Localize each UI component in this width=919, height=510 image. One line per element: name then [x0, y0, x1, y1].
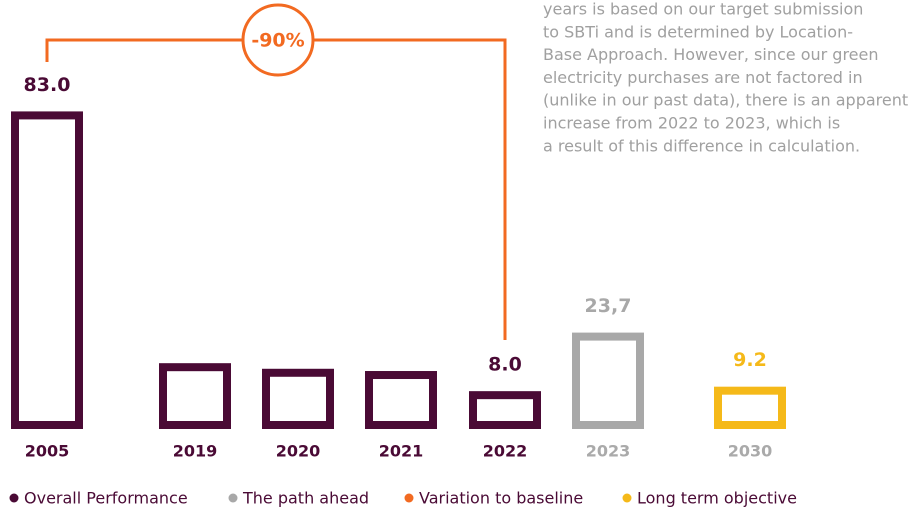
note-line: years is based on our target submission	[543, 0, 863, 19]
value-label: 83.0	[24, 74, 71, 96]
bar	[714, 386, 786, 429]
note-line: a result of this difference in calculati…	[543, 136, 860, 155]
note-line: to SBTi and is determined by Location-	[543, 22, 853, 41]
legend-label: Variation to baseline	[419, 489, 583, 508]
bar	[11, 111, 83, 429]
note-line: electricity purchases are not factored i…	[543, 68, 863, 87]
legend-label: Overall Performance	[24, 489, 188, 508]
bar	[469, 391, 541, 430]
value-label: 8.0	[488, 354, 522, 376]
legend-dot	[9, 493, 19, 503]
note-line: (unlike in our past data), there is an a…	[543, 91, 908, 110]
bar	[262, 368, 334, 429]
variation-circle	[241, 3, 315, 77]
note-line: increase from 2022 to 2023, which is	[543, 114, 840, 133]
x-tick-label: 2020	[276, 442, 321, 461]
legend-label: The path ahead	[242, 489, 369, 508]
legend-dot	[228, 493, 238, 503]
bar	[365, 371, 437, 430]
bar	[572, 332, 644, 429]
bar	[159, 363, 231, 429]
x-tick-label: 2023	[586, 442, 631, 461]
x-tick-label: 2005	[25, 442, 70, 461]
value-label: 23,7	[585, 295, 632, 317]
x-tick-label: 2022	[483, 442, 528, 461]
x-tick-label: 2021	[379, 442, 424, 461]
variation-bracket	[45, 38, 507, 340]
legend-label: Long term objective	[637, 489, 797, 508]
x-tick-label: 2019	[173, 442, 218, 461]
variation-label: -90%	[251, 30, 304, 52]
x-tick-label: 2030	[728, 442, 773, 461]
value-label: 9.2	[733, 349, 767, 371]
legend-dot	[622, 493, 632, 503]
legend-dot	[404, 493, 414, 503]
note-line: Base Approach. However, since our green	[543, 45, 879, 64]
